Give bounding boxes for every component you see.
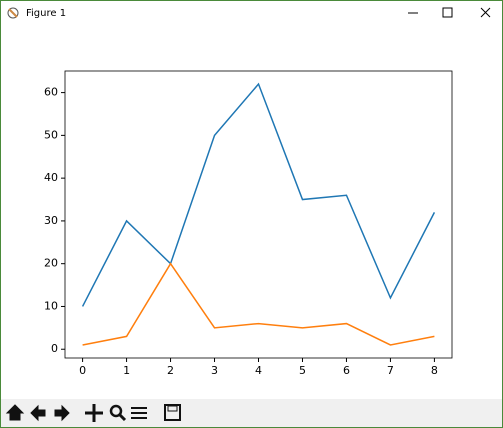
line-series — [82, 262, 435, 346]
line-series — [81, 82, 436, 307]
y-tick-label: 0 — [51, 342, 58, 355]
back-button[interactable] — [30, 404, 46, 422]
x-tick-label: 2 — [167, 364, 174, 377]
home-button[interactable] — [5, 404, 25, 421]
y-tick-label: 20 — [44, 257, 58, 270]
app-icon — [8, 8, 18, 18]
plot-frame — [64, 70, 453, 359]
y-tick-label: 50 — [44, 128, 58, 141]
y-tick-label: 10 — [44, 299, 58, 312]
x-tick-label: 1 — [123, 364, 130, 377]
x-tick-label: 7 — [387, 364, 394, 377]
configure-button[interactable] — [131, 407, 147, 419]
toolbar-buttons — [5, 404, 181, 422]
close-button[interactable] — [480, 7, 491, 18]
zoom-button[interactable] — [109, 404, 127, 422]
x-tick-label: 4 — [255, 364, 262, 377]
window-title: Figure 1 — [26, 8, 66, 19]
x-tick-label: 8 — [431, 364, 438, 377]
maximize-button[interactable] — [442, 7, 453, 18]
y-tick-label: 40 — [44, 171, 58, 184]
app-icon — [7, 7, 19, 19]
x-tick-label: 0 — [79, 364, 86, 377]
forward-button[interactable] — [54, 404, 70, 422]
save-button[interactable] — [164, 404, 181, 421]
x-tick-label: 5 — [299, 364, 306, 377]
toolbar — [1, 399, 502, 427]
x-tick-label: 3 — [211, 364, 218, 377]
pan-button[interactable] — [85, 404, 103, 422]
title-bar: Figure 1 — [7, 7, 491, 19]
x-tick-label: 6 — [343, 364, 350, 377]
y-tick-label: 30 — [44, 214, 58, 227]
y-tick-label: 60 — [44, 86, 58, 99]
